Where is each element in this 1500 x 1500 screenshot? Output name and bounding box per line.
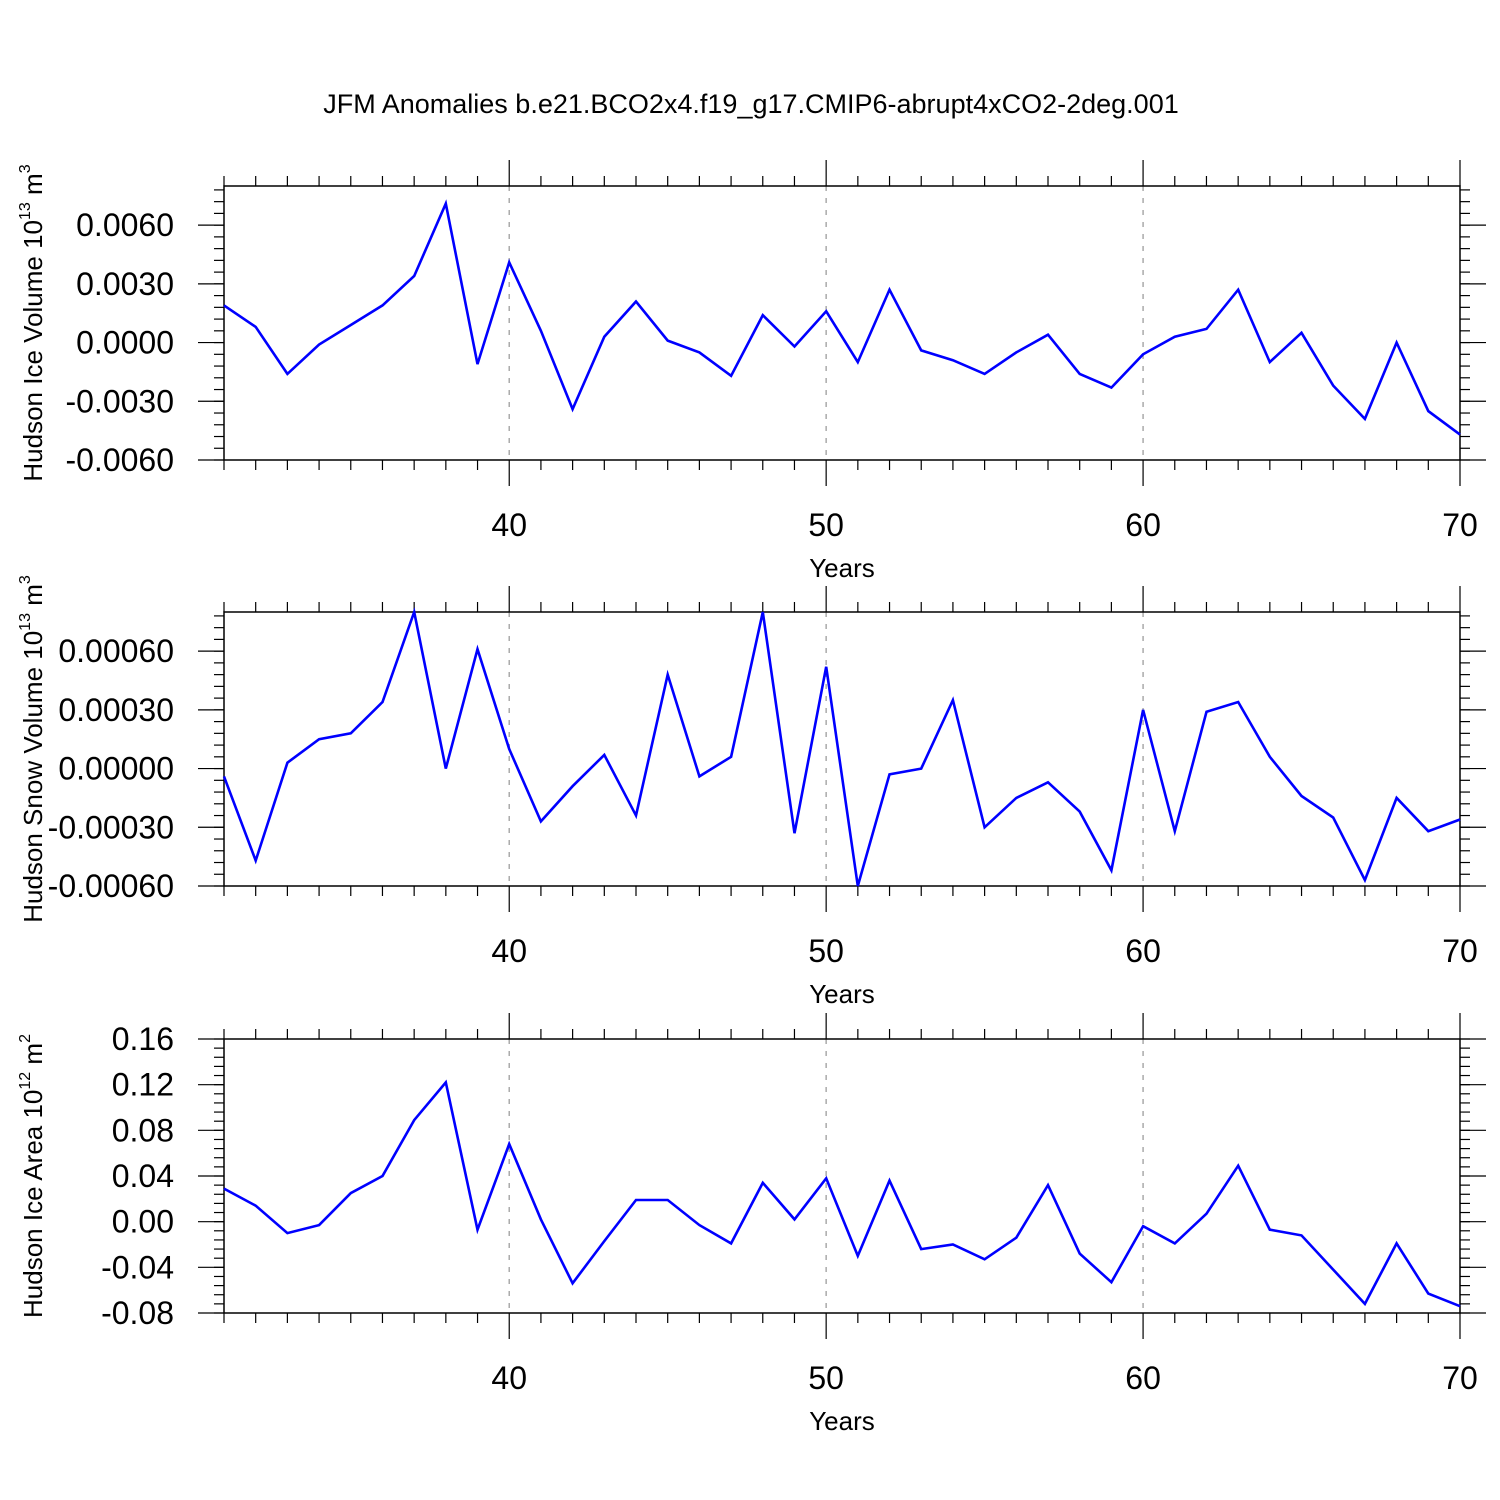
y-tick-label: 0.08 [112,1112,174,1148]
panel-2: -0.00060 -0.00030 0.00000 0.00030 0.00060 40 5… [17,575,1486,1009]
series-line [223,199,1461,436]
panel-1: -0.0060 -0.0030 0.0000 0.0030 0.0060 40 50 60 70… [17,160,1486,583]
y-tick-label: 0.00 [112,1204,174,1240]
y-tick-label: 0.16 [112,1021,174,1057]
y-tick-label: 0.0060 [76,207,174,243]
x-tick-label: 60 [1125,1360,1161,1396]
x-tick-label: 60 [1125,933,1161,969]
series-line [223,1079,1461,1308]
x-tick-label: 40 [491,507,527,543]
x-tick-label: 60 [1125,507,1161,543]
y-tick-label: -0.00030 [48,809,174,845]
y-tick-label: 0.00030 [58,692,174,728]
y-tick-label: 0.0030 [76,266,174,302]
y-tick-label: -0.0030 [65,383,174,419]
x-tick-label: 50 [808,1360,844,1396]
y-tick-label: 0.0000 [76,325,174,361]
x-tick-label: 70 [1442,933,1478,969]
y-axis-title: Hudson Ice Area 1012 m2 [17,1034,48,1318]
x-tick-label: 50 [808,507,844,543]
y-tick-label: -0.0060 [65,442,174,478]
panel-3: -0.08 -0.04 0.00 0.04 0.08 0.12 0.16 40 50 60 70 Ye… [17,1013,1486,1436]
x-tick-label: 40 [491,1360,527,1396]
y-tick-label: 0.12 [112,1067,174,1103]
plot-frame [223,1038,1461,1314]
y-axis-title: Hudson Ice Volume 1013 m3 [17,164,48,481]
x-tick-label: 70 [1442,1360,1478,1396]
x-tick-label: 70 [1442,507,1478,543]
y-tick-label: -0.00060 [48,868,174,904]
y-tick-label: 0.00000 [58,751,174,787]
y-tick-label: -0.08 [101,1295,174,1331]
plot-frame [223,611,1461,887]
x-tick-label: 50 [808,933,844,969]
y-axis-title: Hudson Snow Volume 1013 m3 [17,575,48,923]
x-axis-title: Years [809,979,875,1009]
chart-title: JFM Anomalies b.e21.BCO2x4.f19_g17.CMIP6… [323,89,1178,119]
series-line [222,607,1461,887]
x-tick-label: 40 [491,933,527,969]
x-axis-title: Years [809,553,875,583]
y-tick-label: -0.04 [101,1249,174,1285]
y-tick-label: 0.04 [112,1158,174,1194]
y-tick-label: 0.00060 [58,633,174,669]
plot-frame [223,185,1461,461]
x-axis-title: Years [809,1406,875,1436]
